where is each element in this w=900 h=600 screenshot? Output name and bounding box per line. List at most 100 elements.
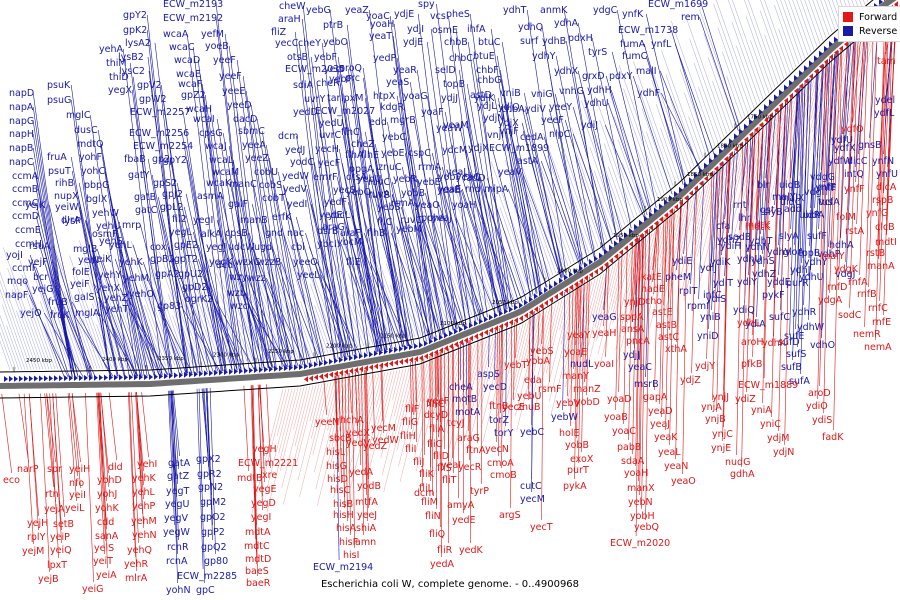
- gene-label-yehi: yehI: [137, 459, 157, 470]
- gene-label-gpv2: gpV2: [137, 80, 162, 91]
- gene-label-flic: fliC: [377, 217, 393, 228]
- gene-connector-line: [323, 377, 327, 416]
- gene-label-clcb: clcB: [875, 222, 895, 233]
- reverse-feature-arrow: [464, 324, 468, 331]
- gene-label-mqo: mqo: [7, 276, 28, 287]
- reverse-feature-arrow: [459, 326, 463, 333]
- reverse-connector-fan-line: [0, 332, 14, 370]
- gene-connector-line: [762, 116, 770, 404]
- gene-connector-line: [878, 10, 889, 260]
- reverse-connector-fan-line: [457, 205, 494, 307]
- reverse-connector-fan-line: [145, 246, 188, 366]
- gene-label-args: argS: [499, 510, 521, 521]
- forward-feature-arrow: [474, 333, 478, 340]
- gene-label-yegd: yegD: [251, 498, 276, 509]
- reverse-connector-fan-line: [731, 21, 761, 103]
- gene-connector-line: [342, 134, 383, 351]
- gene-label-yeho: yehO: [129, 289, 154, 300]
- gene-label-flii: fliI: [405, 444, 416, 455]
- gene-label-narp: narP: [17, 464, 39, 475]
- forward-feature-arrow: [654, 220, 658, 227]
- gene-label-purr: purR: [786, 278, 809, 289]
- gene-label-yeip: yeiP: [50, 532, 70, 543]
- forward-feature-arrow: [404, 357, 408, 364]
- gene-connector-line: [35, 175, 76, 378]
- forward-connector-fan-line: [494, 330, 509, 385]
- gene-label-gatz: gatZ: [167, 471, 190, 482]
- reverse-feature-arrow: [124, 374, 128, 381]
- gene-connector-line: [500, 79, 541, 292]
- gene-connector-line: [396, 57, 437, 338]
- forward-connector-fan-line: [726, 155, 737, 194]
- reverse-connector-fan-line: [249, 245, 290, 359]
- forward-feature-arrow: [514, 317, 518, 324]
- reverse-connector-fan-line: [205, 288, 233, 363]
- gene-label-dcd: dcd: [216, 260, 233, 271]
- gene-connector-line: [654, 221, 660, 391]
- gene-connector-line: [548, 108, 589, 262]
- gene-label-sbcb: sbcB: [329, 433, 352, 444]
- gene-label-ccmd: ccmD: [12, 211, 39, 222]
- gene-connector-line: [419, 228, 460, 329]
- gene-connector-line: [472, 57, 513, 308]
- forward-connector-fan-line: [396, 366, 419, 451]
- gene-label-gals: galS: [74, 292, 95, 303]
- reverse-connector-fan-line: [286, 297, 308, 357]
- forward-feature-arrow: [684, 195, 688, 202]
- gene-label-phem: pheM: [665, 272, 691, 283]
- gene-label-wcad: wcaD: [174, 55, 200, 66]
- gene-label-yeea: yeeA: [242, 140, 266, 151]
- gene-label-napg: napG: [9, 116, 34, 127]
- forward-feature-arrow: [399, 358, 403, 365]
- reverse-feature-arrow: [719, 147, 723, 154]
- gene-label-yebs: yebS: [377, 202, 401, 213]
- gene-label-ydfu: ydfU: [831, 135, 853, 146]
- gene-connector-line: [135, 392, 143, 515]
- gene-label-ecw-m2194: ECW_m2194: [313, 562, 373, 573]
- gene-connector-line: [826, 54, 836, 181]
- gene-connector-line: [577, 70, 618, 240]
- gene-connector-line: [338, 148, 379, 352]
- gene-label-ydih: ydiH: [720, 241, 741, 252]
- gene-label-astb: astB: [656, 320, 677, 331]
- reverse-feature-arrow: [304, 363, 308, 370]
- gene-label-ecw-m1889: ECW_m1889: [738, 380, 798, 391]
- gene-label-cho: cho: [645, 296, 662, 307]
- reverse-feature-arrow: [499, 310, 503, 317]
- gene-label-gpa2: gpA2: [155, 269, 180, 280]
- gene-label-seld: selD: [435, 65, 456, 76]
- reverse-connector-fan-line: [163, 272, 197, 365]
- reverse-feature-arrow: [834, 36, 838, 43]
- reverse-connector-fan-line: [328, 309, 344, 351]
- gene-connector-line: [198, 388, 205, 584]
- forward-connector-fan-line: [464, 337, 491, 439]
- gene-connector-line: [466, 124, 507, 310]
- gene-connector-line: [605, 262, 610, 358]
- gene-label-yeja: yejA: [44, 504, 65, 515]
- gene-label-nemr: nemR: [853, 329, 881, 340]
- gene-label-flie: fliE: [346, 257, 361, 268]
- forward-connector-fan-line: [614, 245, 638, 337]
- gene-label-hisf: hisF: [339, 537, 358, 548]
- forward-feature-arrow: [824, 58, 828, 65]
- gene-label-ydio: ydiO: [806, 401, 828, 412]
- forward-connector-fan-line: [710, 169, 722, 214]
- gene-label-baer: baeR: [246, 578, 271, 589]
- reverse-connector-fan-line: [54, 306, 77, 370]
- reverse-feature-arrow: [159, 373, 163, 380]
- gene-label-astd: astD: [470, 90, 492, 101]
- gene-label-yegi: yegI: [193, 215, 213, 226]
- gene-label-yeez: yeeZ: [245, 153, 269, 164]
- gene-label-chbb: chbB: [444, 37, 468, 48]
- reverse-connector-fan-line: [158, 310, 179, 367]
- gene-label-yejk: yejK: [25, 200, 46, 211]
- gene-connector-line: [810, 69, 819, 271]
- gene-label-prc: prc: [345, 73, 360, 84]
- forward-connector-fan-line: [463, 340, 485, 423]
- gene-label-surf: surf: [520, 36, 539, 47]
- forward-connector-fan-line: [677, 199, 692, 253]
- gene-label-yejh: yejH: [27, 518, 48, 529]
- forward-connector-fan-line: [766, 96, 797, 216]
- gene-label-ydjy: ydjY: [695, 361, 715, 372]
- gene-connector-line: [167, 390, 175, 526]
